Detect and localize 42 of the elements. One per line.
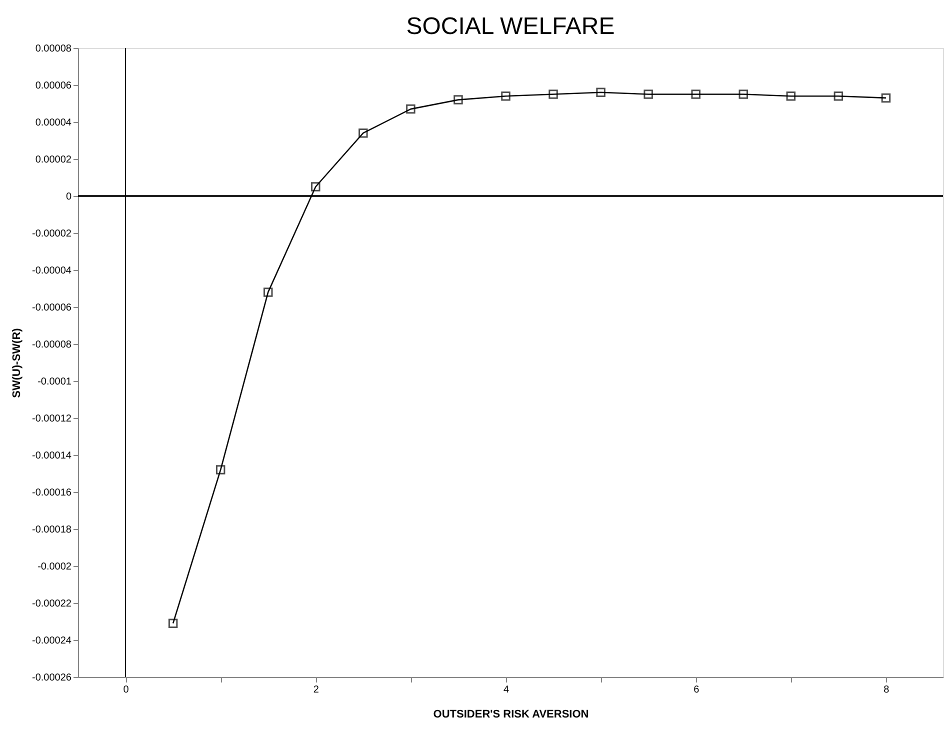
point: [691, 90, 700, 99]
point: [501, 91, 510, 101]
point: [358, 128, 368, 138]
y-tick-label: -0.00012: [32, 414, 72, 424]
x-tick-label: 2: [313, 684, 320, 696]
x-tick-label: 0: [123, 684, 130, 696]
point: [881, 93, 891, 103]
y-tick-label: -0.00006: [32, 302, 72, 314]
y-tick-label: -0.00026: [32, 672, 72, 684]
point: [311, 182, 320, 192]
point: [644, 90, 653, 99]
point: [834, 91, 844, 101]
y-tick-label: 0: [66, 192, 72, 202]
y-tick-label: -0.00024: [32, 636, 72, 646]
y-tick-label: -0.00002: [32, 228, 72, 240]
y-tick-label: 0.00004: [35, 118, 72, 128]
x-tick-label: 4: [503, 684, 510, 696]
y-tick-label: -0.00016: [32, 488, 72, 498]
y-tick-label: 0.00008: [35, 44, 72, 54]
point: [454, 95, 463, 104]
x-axis-title: OUTSIDER'S RISK AVERSION: [433, 708, 589, 720]
point: [738, 90, 748, 99]
y-tick-label: -0.00014: [32, 450, 72, 462]
point: [263, 288, 273, 297]
y-tick-label: 0.00006: [35, 80, 72, 92]
point: [168, 618, 178, 628]
y-tick-label: -0.00008: [32, 340, 72, 350]
point: [406, 104, 416, 114]
y-tick-label: 0.00002: [35, 154, 72, 166]
point: [216, 465, 226, 474]
chart-title: SOCIAL WELFARE: [406, 13, 615, 40]
y-tick-label: -0.00022: [32, 598, 72, 610]
x-tick-label: 6: [694, 684, 700, 696]
y-tick-label: -0.00018: [32, 524, 72, 536]
y-tick-label: -0.0001: [38, 376, 72, 388]
point: [596, 88, 606, 98]
y-tick-label: -0.00004: [32, 266, 72, 276]
point: [786, 91, 796, 101]
y-axis-title: SW(U)-SW(R): [11, 328, 24, 398]
y-tick-label: -0.0002: [38, 562, 72, 572]
x-tick-label: 8: [884, 684, 890, 696]
point: [548, 90, 558, 99]
